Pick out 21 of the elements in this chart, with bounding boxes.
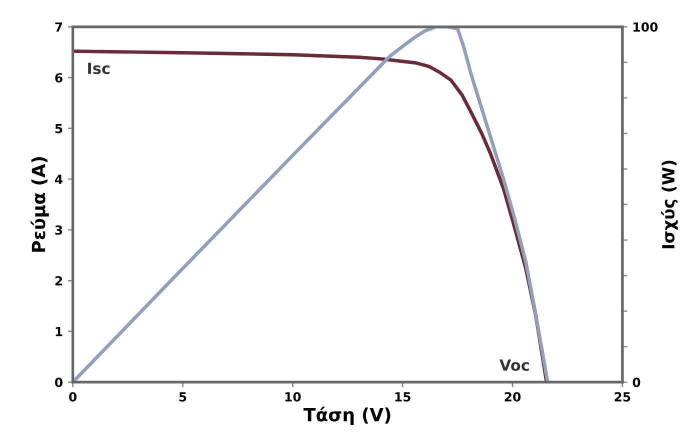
y-tick-label: 3: [55, 225, 62, 235]
x-tick-label: 0: [69, 392, 77, 402]
x-axis-title: Τάση (V): [304, 406, 390, 425]
y-tick-label: 5: [55, 124, 62, 134]
y2-axis-title: Ισχύς (W): [661, 160, 678, 248]
y-axis-title: Ρεύμα (A): [30, 157, 49, 252]
x-tick-label: 10: [285, 392, 301, 402]
annotation: Isc: [88, 62, 110, 74]
annotation: Voc: [499, 360, 529, 371]
x-tick-label: 20: [504, 392, 521, 402]
y-tick-label: 2: [55, 276, 62, 286]
y-tick-label: 1: [56, 327, 62, 336]
y-tick-label: 7: [55, 22, 62, 32]
y-tick-label: 6: [55, 73, 62, 83]
y2-tick-label: 100: [634, 22, 658, 32]
y-tick-label: 0: [55, 378, 62, 388]
y-tick-label: 4: [54, 174, 63, 184]
y2-tick-label: 0: [632, 378, 640, 388]
x-tick-label: 5: [179, 392, 186, 402]
x-tick-label: 15: [395, 392, 410, 402]
x-tick-label: 25: [614, 392, 630, 402]
